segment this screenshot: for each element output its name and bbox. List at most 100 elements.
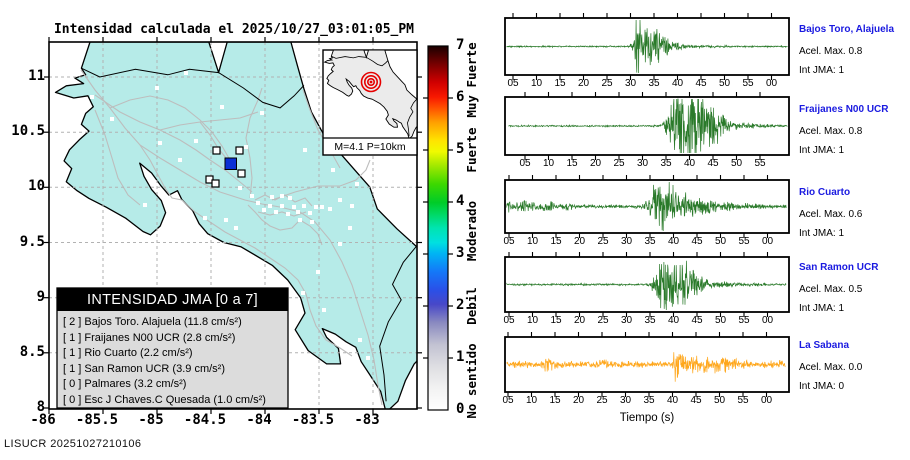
station-marker (303, 148, 307, 152)
panel-tick-label: 25 (601, 78, 613, 89)
road-network (302, 89, 341, 169)
station-marker (338, 198, 342, 202)
station-marker (244, 145, 248, 149)
legend-item: [ 1 ] San Ramon UCR (3.9 cm/s²) (63, 362, 225, 375)
seismogram-trace-1 (508, 98, 788, 154)
map-frame (48, 41, 418, 410)
panel-tick-label: 15 (566, 158, 578, 169)
panel-tick-label: 00 (761, 315, 774, 326)
map-x-tick-label: -85.5 (75, 412, 119, 428)
epicenter-marker (366, 78, 375, 87)
station-marker (110, 117, 114, 121)
road-network (139, 144, 183, 201)
station-marker (268, 204, 272, 208)
map-x-tick-label: -84.5 (183, 412, 227, 428)
station-acel-max: Acel. Max. 0.8 (799, 126, 863, 137)
station-marker (262, 208, 266, 212)
panel-tick-label: 45 (691, 236, 703, 247)
station-marker (328, 207, 332, 211)
panel-tick-label: 45 (707, 158, 719, 169)
station-acel-max: Acel. Max. 0.6 (799, 209, 863, 220)
road-network (181, 199, 353, 357)
colorbar-tick-label: 3 (456, 245, 465, 261)
station-marker (234, 226, 238, 230)
map-x-tick-label: -83 (354, 412, 380, 428)
map-y-tick-label: 10.5 (11, 123, 45, 140)
station-marker (280, 194, 284, 198)
map-y-tick-label: 9.5 (19, 233, 45, 250)
panel-tick-label: 30 (636, 158, 649, 169)
map-title: Intensidad calculada el 2025/10/27_03:01… (53, 22, 415, 37)
colorbar-tick-label: 4 (456, 193, 465, 209)
station-acel-max: Acel. Max. 0.0 (799, 362, 863, 373)
panel-tick-label: 00 (761, 236, 774, 247)
inset-caption: M=4.1 P=10km (334, 141, 406, 153)
panel-tick-label: 20 (577, 78, 590, 89)
panel-tick-label: 10 (525, 395, 538, 406)
station-marker (370, 396, 374, 400)
station-marker (338, 242, 342, 246)
panel-tick-label: 05 (503, 236, 515, 247)
panel-tick-label: 15 (554, 78, 566, 89)
reported-station-marker (212, 146, 221, 155)
inset-map (325, 50, 417, 138)
station-marker (310, 220, 314, 224)
panel-tick-label: 50 (714, 236, 727, 247)
map-x-tick-label: -85 (138, 412, 164, 428)
panel-tick-label: 45 (690, 395, 702, 406)
station-marker (316, 270, 320, 274)
station-marker (238, 186, 242, 190)
colorbar-tick-label: 1 (456, 349, 465, 365)
road-network (247, 204, 323, 246)
station-marker (194, 139, 198, 143)
station-marker (358, 338, 362, 342)
panel-tick-label: 10 (530, 78, 543, 89)
station-marker (350, 204, 354, 208)
panel-tick-label: 50 (714, 315, 727, 326)
intensity-colorbar (427, 45, 449, 411)
station-int-jma: Int JMA: 1 (799, 228, 845, 239)
panel-tick-label: 05 (507, 78, 519, 89)
station-marker (143, 203, 147, 207)
road-network (245, 87, 263, 199)
panel-tick-label: 55 (738, 315, 750, 326)
panel-tick-label: 00 (760, 395, 773, 406)
colorbar-category-label: Muy Fuerte (464, 42, 479, 118)
station-marker (203, 216, 207, 220)
panel-tick-label: 50 (730, 158, 743, 169)
legend-item: [ 0 ] Esc J Chaves.C Quesada (1.0 cm/s²) (63, 394, 266, 406)
road-network (199, 121, 227, 159)
station-int-jma: Int JMA: 1 (799, 303, 845, 314)
road-network (257, 211, 307, 217)
epicenter-marker (369, 80, 373, 84)
station-name: Bajos Toro, Alajuela (799, 24, 895, 35)
map-y-tick-label: 8 (36, 399, 45, 415)
panel-tick-label: 20 (573, 315, 586, 326)
seismogram-trace-2 (506, 181, 787, 232)
legend-header (57, 288, 288, 311)
panel-tick-label: 55 (737, 395, 749, 406)
panel-tick-label: 30 (620, 315, 633, 326)
station-acel-max: Acel. Max. 0.8 (799, 46, 863, 57)
station-marker (184, 71, 188, 75)
panel-tick-label: 40 (683, 158, 696, 169)
map-x-tick-label: -86 (30, 412, 56, 428)
panel-tick-label: 30 (620, 236, 633, 247)
panel-tick-label: 20 (572, 395, 585, 406)
station-int-jma: Int JMA: 0 (799, 381, 845, 392)
road-network (94, 109, 141, 206)
max-intensity-station-marker (224, 157, 237, 170)
panel-tick-label: 15 (549, 395, 561, 406)
station-marker (286, 212, 290, 216)
colorbar-tick-label: 2 (456, 297, 465, 313)
seismogram-trace-4 (506, 352, 786, 382)
reported-station-marker (235, 146, 244, 155)
costa-rica-landmass (54, 42, 417, 409)
panel-tick-label: 10 (526, 315, 539, 326)
panel-tick-label: 05 (502, 395, 514, 406)
panel-tick-label: 05 (503, 315, 515, 326)
station-int-jma: Int JMA: 1 (799, 145, 845, 156)
panel-tick-label: 25 (597, 315, 609, 326)
panel-tick-label: 15 (550, 236, 562, 247)
